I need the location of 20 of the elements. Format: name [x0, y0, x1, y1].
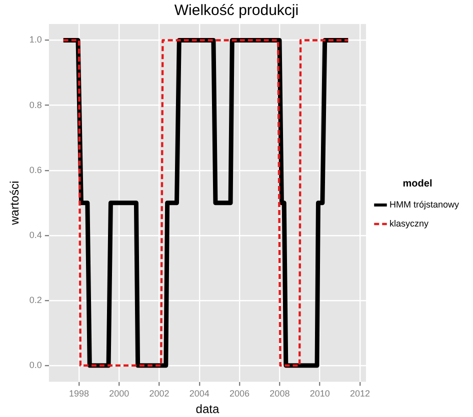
- x-tick-label: 2002: [149, 388, 170, 399]
- chart-title: Wielkość produkcji: [174, 2, 299, 20]
- y-tick-label: 1.0: [29, 34, 42, 45]
- y-tick-label: 0.8: [29, 100, 42, 110]
- x-tick-label: 2000: [109, 388, 130, 399]
- legend-label: HMM trójstanowy: [389, 199, 460, 210]
- x-tick-label: 2010: [310, 388, 330, 399]
- legend-title: model: [402, 178, 432, 190]
- y-tick-label: 0.0: [29, 360, 42, 370]
- legend-label: klasyczny: [389, 218, 429, 228]
- y-tick-label: 0.2: [29, 294, 42, 305]
- x-tick-label: 2004: [189, 388, 210, 399]
- x-tick-label: 2006: [230, 388, 250, 399]
- y-tick-label: 0.4: [29, 230, 42, 240]
- x-tick-label: 1998: [69, 388, 90, 399]
- x-axis-title: data: [196, 402, 220, 416]
- y-tick-label: 0.6: [29, 164, 42, 175]
- x-tick-label: 2008: [270, 388, 290, 399]
- x-tick-label: 2012: [350, 388, 370, 399]
- y-axis-title: wartości: [8, 180, 22, 226]
